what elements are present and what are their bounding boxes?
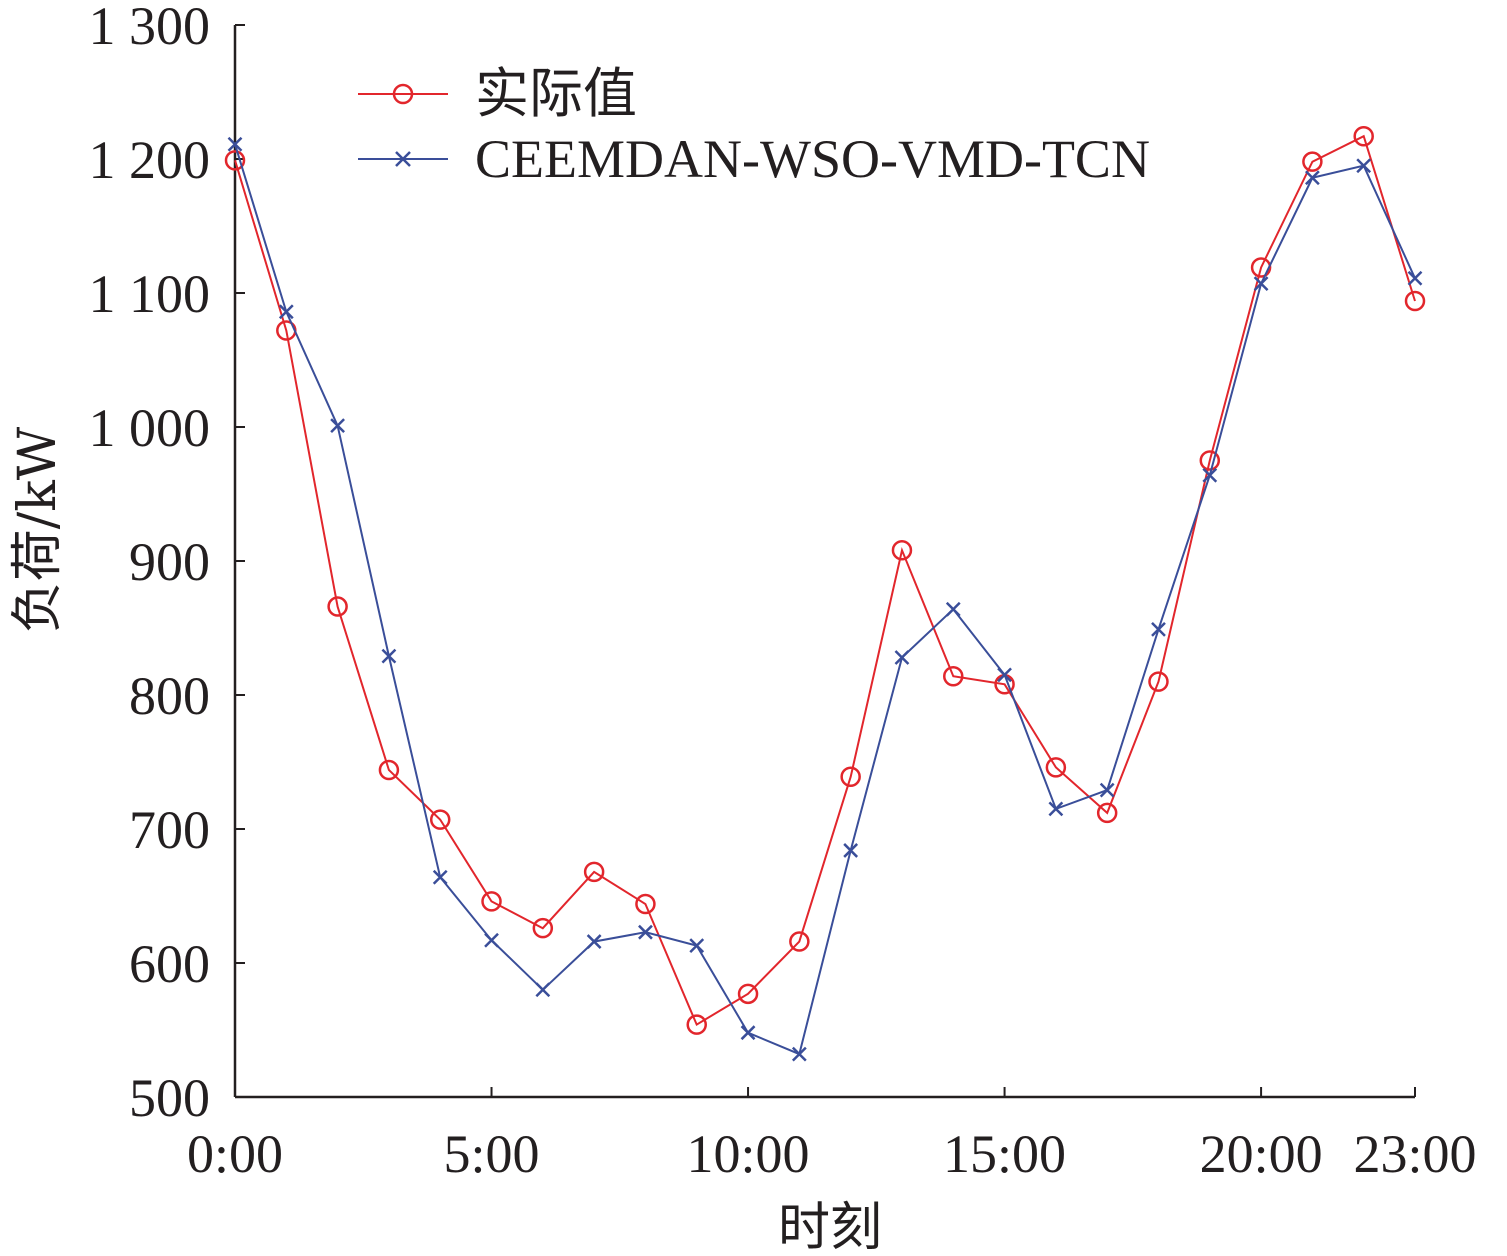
data-point bbox=[227, 136, 243, 152]
data-point bbox=[635, 893, 656, 915]
data-point bbox=[997, 667, 1012, 683]
y-tick-label: 800 bbox=[129, 666, 210, 726]
x-axis-title: 时刻 bbox=[778, 1198, 882, 1256]
data-point bbox=[1048, 801, 1064, 817]
y-axis-title: 负荷/kW bbox=[8, 426, 68, 633]
y-tick-label: 700 bbox=[129, 800, 210, 860]
data-point bbox=[1302, 151, 1323, 172]
data-point bbox=[1305, 170, 1320, 186]
data-point bbox=[327, 596, 348, 617]
data-point bbox=[1148, 671, 1169, 692]
data-point bbox=[429, 809, 451, 830]
data-point bbox=[432, 869, 448, 885]
data-point bbox=[381, 648, 397, 664]
data-point bbox=[1099, 782, 1115, 798]
series-line-1 bbox=[234, 144, 1416, 1056]
x-tick-label: 23:00 bbox=[1353, 1124, 1476, 1184]
data-point bbox=[891, 540, 913, 561]
data-point bbox=[1404, 290, 1426, 312]
y-ticks: 500 600 700 800 900 1 000 1 100 1 200 1 300 bbox=[89, 0, 245, 1128]
x-tick-label: 10:00 bbox=[687, 1124, 810, 1184]
data-point bbox=[535, 982, 551, 998]
legend-label-actual: 实际值 bbox=[475, 64, 637, 124]
data-point bbox=[638, 924, 653, 940]
x-tick-label: 15:00 bbox=[943, 1124, 1066, 1184]
legend-label-forecast: CEEMDAN-WSO-VMD-TCN bbox=[475, 129, 1150, 189]
data-point bbox=[1253, 276, 1269, 292]
x-tick-label: 5:00 bbox=[444, 1124, 540, 1184]
data-point bbox=[843, 843, 859, 858]
data-point bbox=[278, 304, 294, 320]
data-point bbox=[378, 759, 400, 781]
data-point bbox=[689, 938, 705, 953]
data-point bbox=[583, 861, 605, 883]
x-ticks: 0:00 5:00 10:00 15:00 20:00 23:00 bbox=[187, 1087, 1477, 1184]
x-tick-label: 0:00 bbox=[187, 1124, 283, 1184]
data-point bbox=[789, 931, 810, 952]
data-point bbox=[224, 150, 246, 171]
legend: 实际值 CEEMDAN-WSO-VMD-TCN bbox=[358, 64, 1150, 189]
series-1 bbox=[227, 136, 1423, 1062]
data-point bbox=[1199, 450, 1221, 471]
data-point bbox=[943, 665, 964, 687]
data-point bbox=[1250, 257, 1272, 278]
legend-marker-actual bbox=[392, 83, 414, 105]
data-point bbox=[840, 766, 861, 787]
data-point bbox=[740, 1025, 756, 1041]
y-tick-label: 1 200 bbox=[89, 130, 211, 190]
data-point bbox=[330, 418, 345, 434]
series-line-0 bbox=[234, 134, 1416, 1027]
x-tick-label: 20:00 bbox=[1200, 1124, 1323, 1184]
y-tick-label: 1 300 bbox=[89, 0, 211, 56]
data-point bbox=[1151, 621, 1166, 637]
data-point bbox=[894, 650, 910, 665]
data-point bbox=[1096, 802, 1118, 824]
y-tick-label: 600 bbox=[129, 934, 210, 994]
data-point bbox=[532, 917, 554, 939]
legend-entry-actual: 实际值 bbox=[358, 64, 637, 124]
data-point bbox=[737, 983, 759, 1005]
data-point bbox=[481, 891, 502, 912]
data-point bbox=[1353, 125, 1374, 147]
legend-marker-forecast bbox=[395, 151, 411, 167]
data-point bbox=[1356, 158, 1372, 174]
data-point bbox=[586, 934, 602, 949]
legend-entry-forecast: CEEMDAN-WSO-VMD-TCN bbox=[358, 129, 1150, 189]
y-tick-label: 500 bbox=[129, 1068, 210, 1128]
series-layer bbox=[224, 125, 1426, 1062]
data-point bbox=[945, 601, 961, 617]
series-0 bbox=[224, 125, 1426, 1035]
data-point bbox=[1045, 757, 1067, 778]
data-point bbox=[686, 1014, 707, 1035]
y-tick-label: 900 bbox=[129, 532, 210, 592]
data-point bbox=[791, 1046, 807, 1062]
data-point bbox=[1202, 467, 1218, 483]
y-tick-label: 1 100 bbox=[89, 264, 211, 324]
y-tick-label: 1 000 bbox=[89, 398, 211, 458]
data-point bbox=[484, 932, 499, 948]
data-point bbox=[1407, 270, 1423, 286]
